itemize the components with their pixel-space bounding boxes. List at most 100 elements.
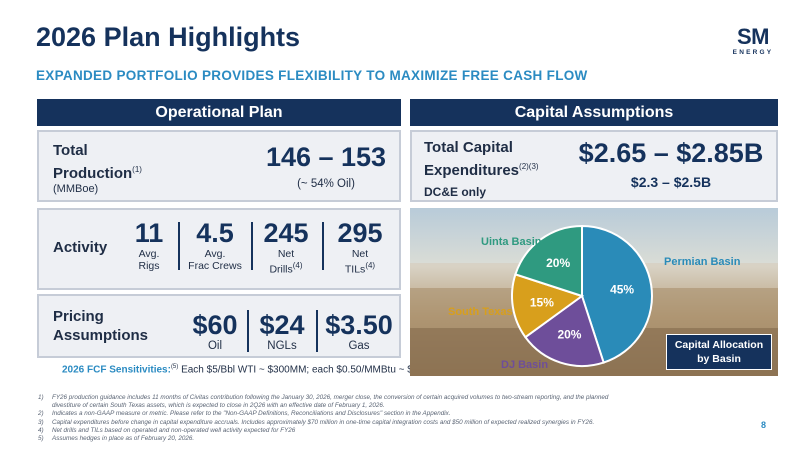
pie-value-label: 45% [610, 283, 634, 297]
pricing-label-line1: Pricing [53, 308, 104, 325]
activity-value: 11 [134, 218, 164, 248]
pie-slice-dj-basin [523, 294, 605, 367]
activity-label: Activity [53, 239, 108, 256]
production-value: 146 – 153 [265, 142, 387, 172]
production-unit: (MMBoe) [53, 183, 99, 195]
pie-slice-permian-basin [581, 224, 653, 364]
total-production-panel: Total Production(1) (MMBoe) 146 – 153 (~… [37, 130, 401, 202]
pricing-item-gas: $3.50 Gas [321, 310, 397, 352]
capital-allocation-caption-line1: Capital Allocation [674, 339, 764, 351]
pricing-divider [316, 310, 318, 352]
pricing-value: $3.50 [325, 310, 393, 340]
pricing-caption: NGLs [267, 340, 297, 352]
capex-label-line2: Expenditures [424, 162, 520, 179]
footnote-number: 5) [38, 435, 44, 443]
capex-label-line2-wrap: Expenditures(2)(3) [424, 157, 539, 180]
activity-caption-line2: Frac Crews [188, 260, 242, 272]
activity-caption-line1: Net [351, 248, 369, 260]
footnote-text: divestiture of certain South Texas asset… [52, 402, 385, 410]
activity-footnote-ref: (4) [365, 261, 376, 270]
capital-assumptions-header: Capital Assumptions [410, 99, 778, 126]
activity-value: 245 [263, 218, 309, 248]
production-footnote-ref: (1) [132, 165, 142, 174]
sensitivities-footnote-ref: (5) [170, 364, 179, 370]
fcf-sensitivities: 2026 FCF Sensitivities:(5) Each $5/Bbl W… [62, 364, 441, 375]
footnote-number [38, 402, 52, 410]
production-label-line1: Total [53, 142, 88, 159]
pie-slice-uinta-basin [514, 224, 583, 298]
capex-sub-value: $2.3 – $2.5B [630, 174, 712, 190]
pricing-divider [247, 310, 249, 352]
capital-allocation-caption: Capital Allocation by Basin [666, 334, 772, 370]
activity-value: 295 [337, 218, 383, 248]
footnote: 5) Assumes hedges in place as of February… [38, 435, 738, 443]
footnote: 3) Capital expenditures before change in … [38, 419, 738, 427]
footnote: 2) Indicates a non-GAAP measure or metric… [38, 410, 738, 418]
company-logo: SM ENERGY [728, 24, 778, 57]
activity-caption-line2: Rigs [138, 260, 160, 272]
capex-label-line1: Total Capital [424, 139, 513, 156]
page-subtitle: EXPANDED PORTFOLIO PROVIDES FLEXIBILITY … [36, 68, 588, 83]
pie-label-uinta: Uinta Basin [481, 236, 542, 248]
pie-value-label: 20% [546, 256, 570, 270]
footnote-text: Assumes hedges in place as of February 2… [52, 435, 195, 443]
footnote-number: 2) [38, 410, 44, 418]
pie-value-label: 15% [530, 295, 554, 309]
total-capex-panel: Total Capital Expenditures(2)(3) DC&E on… [410, 130, 778, 202]
page-title: 2026 Plan Highlights [36, 22, 301, 52]
footnote-text: FY26 production guidance includes 11 mon… [52, 394, 609, 401]
footnote-number: 4) [38, 426, 44, 434]
footnotes: 1) FY26 production guidance includes 11 m… [38, 394, 738, 443]
pricing-value: $60 [192, 310, 238, 340]
activity-item-net-tils: 295 Net TILs(4) [327, 218, 393, 276]
activity-panel: Activity 11 Avg. Rigs 4.5 Avg. Frac Crew… [37, 208, 401, 290]
activity-caption-line2-wrap: TILs(4) [327, 260, 393, 276]
operational-plan-header: Operational Plan [37, 99, 401, 126]
activity-caption-line2: TILs [344, 263, 366, 276]
sensitivities-text: Each $5/Bbl WTI ~ $300MM; each $0.50/MMB… [181, 364, 441, 376]
activity-divider [322, 222, 324, 270]
capex-value: $2.65 – $2.85B [578, 138, 764, 168]
footnote-text: Net drills and TILs based on operated an… [52, 426, 296, 434]
pie-slice-south-texas [511, 273, 585, 339]
activity-item-net-drills: 245 Net Drills(4) [255, 218, 317, 276]
pie-value-label: 20% [557, 328, 581, 342]
footnote-text: Capital expenditures before change in ca… [52, 418, 595, 426]
pricing-value: $24 [259, 310, 305, 340]
page-number: 8 [761, 420, 767, 430]
capex-footnote-ref: (2)(3) [519, 162, 539, 171]
activity-caption-line1: Net [277, 248, 295, 260]
footnote: 1) FY26 production guidance includes 11 m… [38, 394, 738, 402]
logo-sub-text: ENERGY [732, 49, 774, 56]
pricing-caption: Gas [348, 340, 370, 352]
pie-label-dj: DJ Basin [501, 359, 549, 371]
footnote: divestiture of certain South Texas asset… [38, 402, 738, 410]
footnote: 4) Net drills and TILs based on operated … [38, 427, 738, 435]
pricing-item-ngls: $24 NGLs [251, 310, 313, 352]
pricing-caption: Oil [207, 340, 223, 352]
capital-allocation-caption-line2: by Basin [697, 353, 741, 365]
production-label-line2: Production [53, 165, 133, 182]
capex-label-line3: DC&E only [424, 185, 487, 199]
activity-item-frac-crews: 4.5 Avg. Frac Crews [182, 218, 248, 272]
capex-label: Total Capital Expenditures(2)(3) DC&E on… [424, 138, 539, 199]
production-label-line2-wrap: Production(1) [53, 160, 142, 183]
production-oil-note: (~ 54% Oil) [297, 178, 355, 190]
footnote-number: 3) [38, 418, 44, 426]
activity-divider [178, 222, 180, 270]
pie-label-permian: Permian Basin [664, 256, 741, 268]
pricing-assumptions-panel: Pricing Assumptions $60 Oil $24 NGLs $3.… [37, 294, 401, 358]
pricing-label: Pricing Assumptions [53, 307, 148, 345]
pricing-item-oil: $60 Oil [185, 310, 245, 352]
activity-divider [251, 222, 253, 270]
activity-caption-line2-wrap: Drills(4) [255, 260, 317, 276]
activity-item-rigs: 11 Avg. Rigs [123, 218, 175, 272]
logo-main-text: SM [737, 24, 770, 49]
footnote-number: 1) [38, 394, 44, 401]
production-label: Total Production(1) (MMBoe) [53, 141, 142, 195]
footnote-text: Indicates a non-GAAP measure or metric. … [52, 410, 451, 418]
activity-caption-line1: Avg. [204, 248, 226, 260]
pricing-label-line2: Assumptions [53, 327, 149, 344]
capital-allocation-pie-chart: 45% 20% 15% 20% [511, 224, 653, 367]
activity-value: 4.5 [196, 218, 234, 248]
